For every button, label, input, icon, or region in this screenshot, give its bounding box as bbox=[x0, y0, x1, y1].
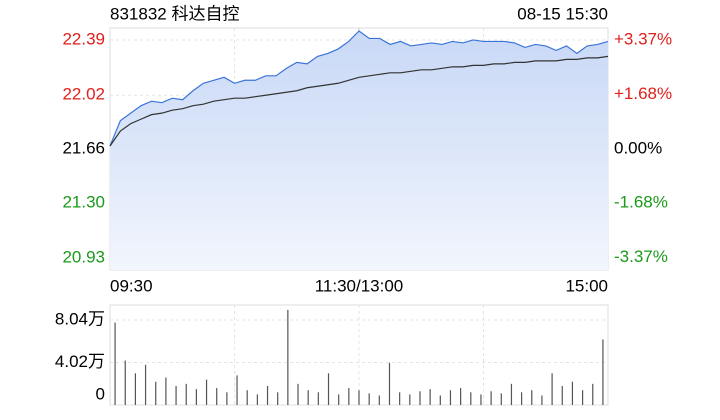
y-tick-label: 0 bbox=[96, 384, 105, 403]
volume-bar bbox=[470, 392, 472, 405]
volume-bar bbox=[297, 383, 299, 405]
price-area bbox=[110, 30, 608, 270]
volume-bar bbox=[144, 364, 147, 405]
volume-bar bbox=[317, 392, 319, 405]
price-line bbox=[109, 30, 609, 147]
volume-bar bbox=[124, 360, 126, 405]
y2-tick-label: -3.37% bbox=[614, 247, 668, 266]
volume-bar bbox=[480, 394, 482, 405]
y2-tick-label: -1.68% bbox=[614, 193, 668, 212]
x-tick-label: 11:30/13:00 bbox=[315, 276, 404, 295]
volume-bar bbox=[327, 373, 330, 405]
x-tick-label: 09:30 bbox=[110, 276, 153, 295]
volume-bar bbox=[266, 385, 269, 405]
y-tick-label: 22.39 bbox=[62, 29, 105, 48]
volume-bar bbox=[134, 373, 137, 405]
volume-bar bbox=[216, 388, 218, 405]
volume-bar bbox=[246, 390, 248, 405]
y-tick-label: 22.02 bbox=[62, 85, 105, 104]
volume-bar bbox=[449, 390, 452, 405]
volume-bar bbox=[165, 377, 167, 405]
y-tick-label: 4.02万 bbox=[55, 352, 105, 371]
volume-bar bbox=[307, 390, 309, 405]
volume-bar bbox=[175, 385, 177, 405]
volume-bar bbox=[358, 390, 360, 405]
chart-title: 831832 科达自控 bbox=[110, 4, 239, 23]
volume-bar bbox=[592, 383, 594, 405]
volume-bar bbox=[338, 394, 340, 405]
volume-bar bbox=[185, 383, 187, 405]
volume-bar bbox=[602, 339, 604, 405]
volume-bar bbox=[388, 362, 391, 405]
volume-bar bbox=[500, 393, 502, 405]
y2-tick-label: +3.37% bbox=[614, 29, 672, 48]
volume-bar bbox=[409, 394, 411, 405]
volume-bar bbox=[490, 391, 492, 405]
volume-bar bbox=[581, 390, 584, 405]
volume-bar bbox=[429, 389, 431, 405]
volume-bar bbox=[460, 388, 462, 405]
volume-bar bbox=[114, 322, 116, 405]
volume-bar bbox=[399, 392, 401, 405]
volume-bar bbox=[510, 383, 513, 405]
volume-bar bbox=[378, 395, 380, 405]
y-tick-label: 20.93 bbox=[62, 248, 105, 267]
volume-bar bbox=[368, 393, 370, 405]
volume-bar bbox=[551, 373, 553, 405]
volume-bar bbox=[277, 392, 279, 405]
y-tick-label: 8.04万 bbox=[55, 309, 105, 328]
volume-bar bbox=[439, 395, 441, 405]
volume-bar bbox=[419, 391, 421, 405]
volume-bar bbox=[195, 389, 197, 405]
volume-bar bbox=[348, 388, 350, 405]
y-tick-label: 21.30 bbox=[62, 192, 105, 211]
volume-bar bbox=[226, 392, 228, 405]
y2-tick-label: +1.68% bbox=[614, 84, 672, 103]
volume-bar bbox=[561, 385, 563, 405]
volume-bar bbox=[236, 375, 238, 405]
average-line bbox=[109, 55, 609, 147]
volume-bar bbox=[531, 390, 533, 405]
y2-tick-label: 0.00% bbox=[614, 138, 662, 157]
y-tick-label: 21.66 bbox=[62, 138, 105, 157]
volume-bar bbox=[287, 309, 289, 405]
volume-bar bbox=[256, 394, 258, 405]
volume-bar bbox=[205, 379, 208, 405]
volume-bar bbox=[541, 395, 543, 405]
volume-bar bbox=[521, 392, 523, 405]
volume-bar bbox=[155, 381, 157, 405]
x-tick-label: 15:00 bbox=[565, 276, 608, 295]
volume-bar bbox=[571, 381, 574, 405]
chart-subtitle: 08-15 15:30 bbox=[517, 4, 608, 23]
